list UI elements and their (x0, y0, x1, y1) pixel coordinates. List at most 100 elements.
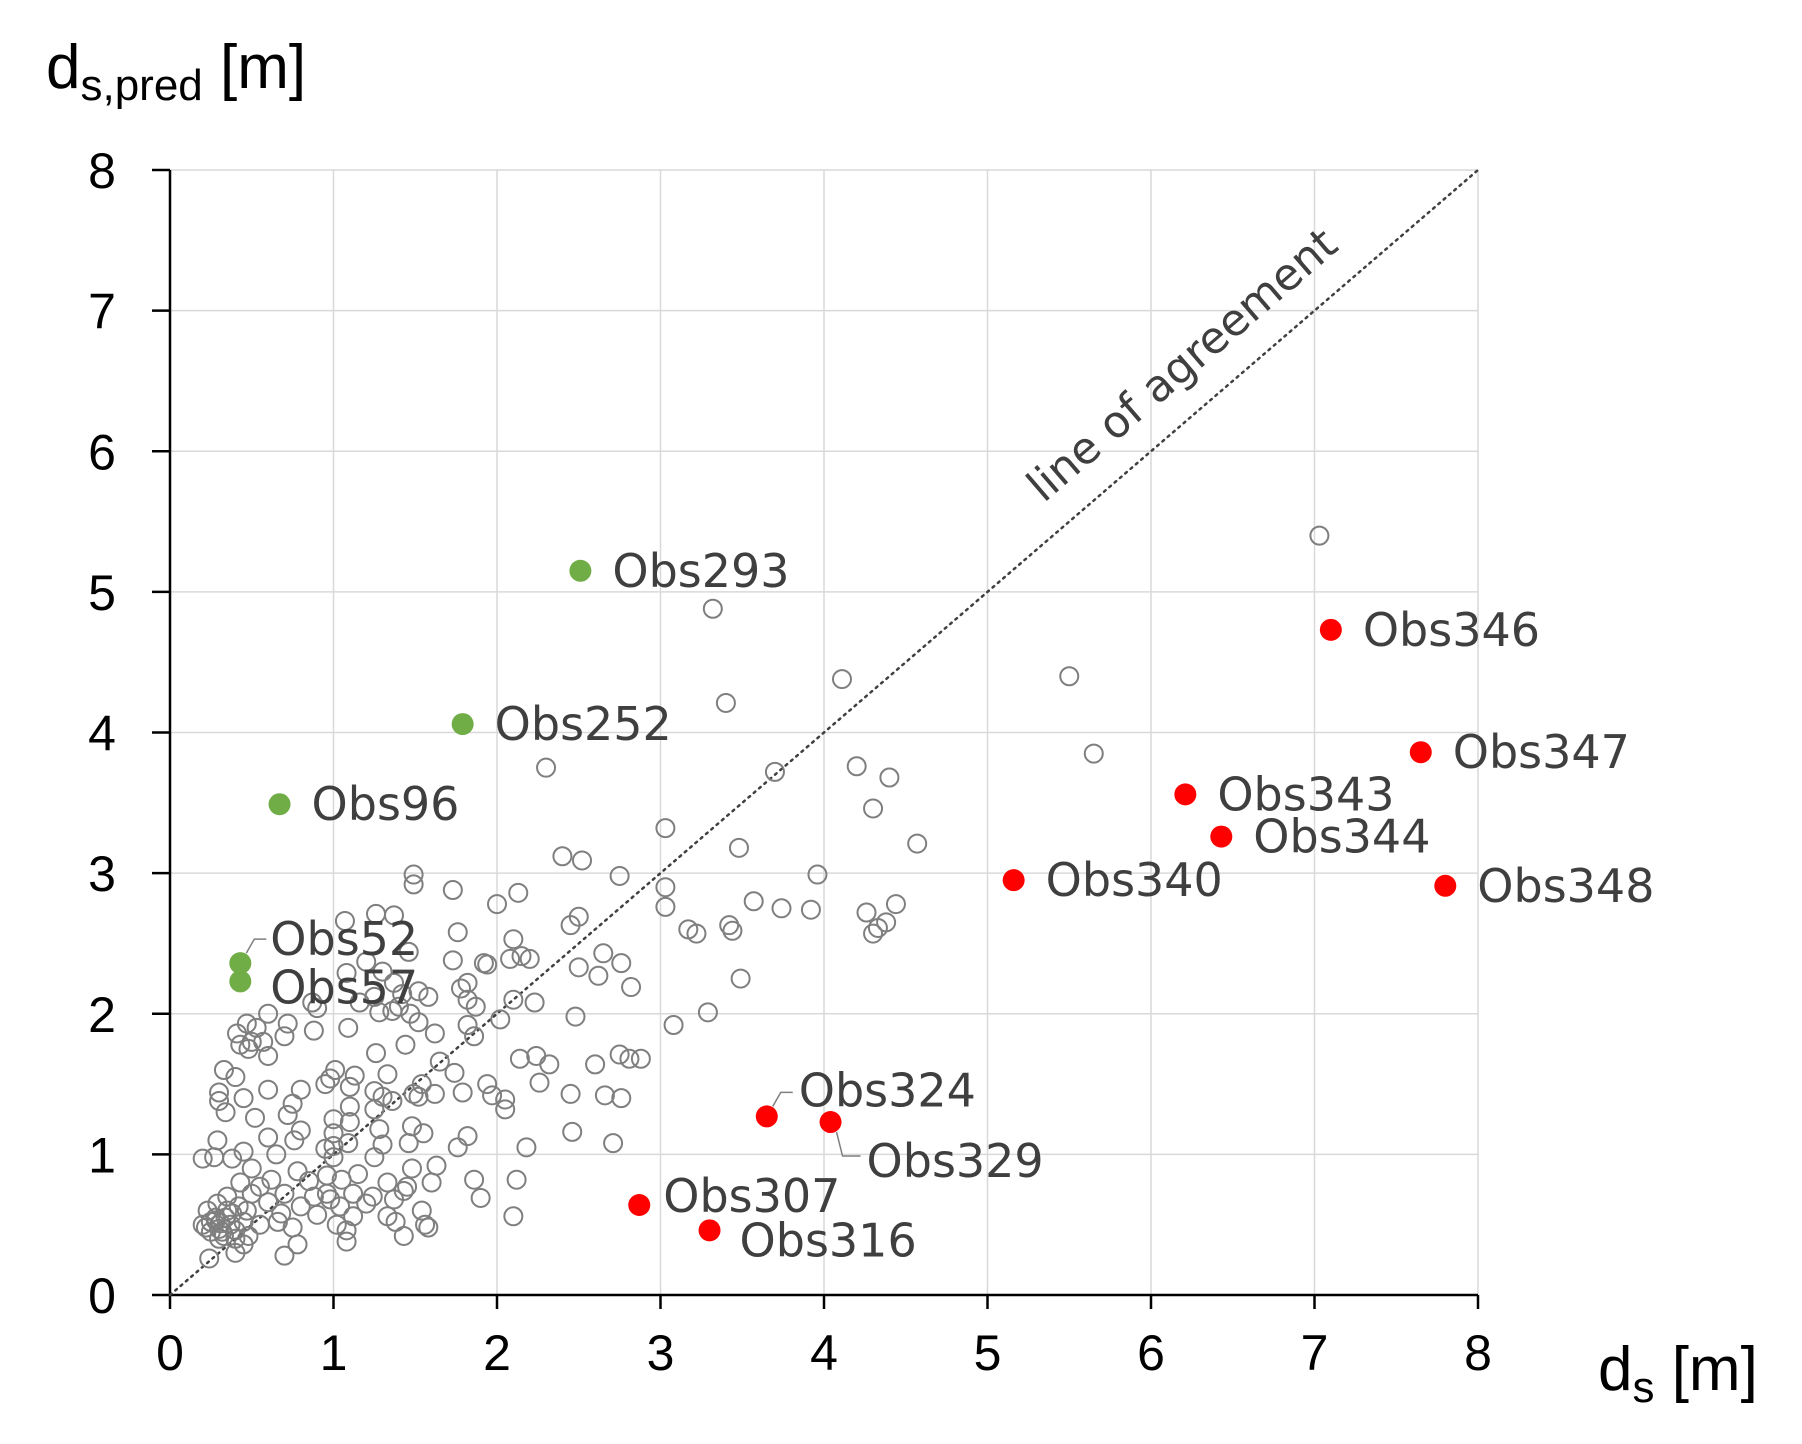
red-point-obs329 (819, 1111, 842, 1134)
point-label-obs293: Obs293 (612, 544, 789, 598)
point-label-obs307: Obs307 (663, 1169, 840, 1223)
data-point-open (442, 880, 463, 900)
data-point-open (209, 1090, 230, 1111)
data-point-open (885, 894, 906, 915)
data-point-open (282, 1093, 303, 1114)
data-point-open (227, 1023, 248, 1044)
green-point-obs252 (451, 713, 474, 736)
data-point-open (383, 1189, 404, 1210)
data-point-open (831, 669, 852, 690)
data-point-open (266, 1144, 287, 1165)
data-point-open (846, 756, 867, 777)
data-point-open (686, 923, 707, 944)
data-point-open (261, 1169, 282, 1190)
data-point-open (369, 1002, 390, 1023)
data-point-open (743, 891, 764, 912)
y-tick-label: 7 (88, 284, 116, 340)
x-tick-label: 1 (320, 1325, 348, 1381)
data-point-open (199, 1248, 220, 1269)
data-point-open (222, 1148, 243, 1169)
data-point-open (611, 953, 632, 974)
y-tick-label: 1 (88, 1127, 116, 1183)
data-point-open (349, 992, 370, 1013)
data-point-open (429, 1051, 450, 1072)
data-point-open (258, 1045, 279, 1066)
data-point-open (424, 1023, 445, 1044)
data-point-open (477, 1074, 498, 1095)
data-point-open (503, 929, 524, 950)
data-point-open (336, 1220, 357, 1241)
point-label-obs348: Obs348 (1477, 859, 1654, 913)
data-point-open (413, 1123, 434, 1144)
data-point-open (500, 948, 521, 969)
y-tick-label: 2 (88, 987, 116, 1043)
data-points (192, 525, 1457, 1269)
data-point-open (879, 767, 900, 788)
data-point-open (506, 1169, 527, 1190)
data-point-open (457, 1126, 478, 1147)
data-point-open (1059, 666, 1080, 687)
data-point-open (339, 1076, 360, 1097)
data-point-open (403, 1083, 424, 1104)
y-tick-label: 6 (88, 424, 116, 480)
data-point-open (663, 1015, 684, 1035)
data-point-open (907, 833, 928, 854)
point-label-obs346: Obs346 (1363, 603, 1540, 657)
data-point-open (372, 961, 393, 982)
data-point-open (343, 1183, 364, 1204)
y-axis-title-sub: s,pred (80, 61, 202, 110)
data-point-open (1309, 525, 1330, 546)
data-point-open (863, 923, 884, 944)
data-point-open (245, 1107, 266, 1128)
data-point-open (290, 1196, 311, 1217)
data-point-open (258, 1003, 279, 1024)
data-point-open (339, 1096, 360, 1117)
data-point-open (215, 1102, 236, 1123)
red-point-obs347 (1409, 741, 1432, 764)
data-point-open (241, 1158, 262, 1179)
data-point-open (603, 1133, 624, 1154)
data-point-open (323, 1123, 344, 1144)
data-point-open (323, 1147, 344, 1168)
line-of-agreement-label: line of agreement (1018, 218, 1348, 512)
data-point-open (382, 1090, 403, 1111)
data-point-open (593, 943, 614, 964)
data-point-open (863, 798, 884, 819)
data-point-open (398, 1133, 419, 1154)
point-label-obs316: Obs316 (740, 1213, 917, 1267)
data-point-open (465, 996, 486, 1017)
data-point-open (274, 1026, 295, 1047)
red-point-obs348 (1434, 874, 1457, 897)
data-point-open (339, 1112, 360, 1133)
data-point-open (464, 1026, 485, 1047)
point-label-obs344: Obs344 (1253, 810, 1430, 864)
point-label-obs324: Obs324 (799, 1063, 976, 1117)
red-point-obs307 (628, 1194, 651, 1216)
leader-line (245, 938, 267, 954)
data-point-open (565, 1006, 586, 1027)
data-point-open (495, 1089, 516, 1110)
data-point-open (447, 922, 468, 943)
data-point-open (442, 950, 463, 971)
x-tick-label: 5 (974, 1325, 1002, 1381)
data-point-open (236, 1013, 257, 1034)
data-point-open (572, 850, 593, 871)
data-point-open (697, 1002, 718, 1023)
data-point-open (192, 1148, 213, 1169)
data-point-open (225, 1067, 246, 1088)
data-point-open (323, 1109, 344, 1130)
point-label-obs329: Obs329 (867, 1134, 1044, 1188)
data-point-open (395, 1034, 416, 1055)
data-point-open (348, 1164, 369, 1185)
data-point-open (508, 882, 529, 903)
y-tick-label: 5 (88, 565, 116, 621)
data-point-open (536, 757, 557, 778)
data-point-open (867, 917, 888, 938)
y-axis-title-unit: [m] (203, 33, 306, 102)
data-point-open (519, 948, 540, 969)
data-point-open (585, 1054, 606, 1075)
data-point-open (415, 1214, 436, 1235)
point-label-obs252: Obs252 (495, 697, 672, 751)
data-point-open (303, 1186, 324, 1207)
